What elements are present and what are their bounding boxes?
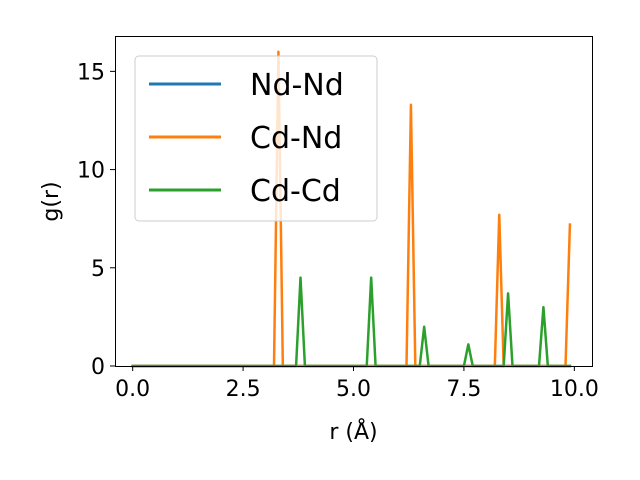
x-tick-label: 5.0 [336, 377, 371, 402]
y-tick-label: 0 [91, 355, 105, 380]
legend-label: Cd-Cd [250, 174, 341, 209]
y-tick-label: 15 [77, 60, 105, 85]
y-axis-label: g(r) [39, 181, 64, 221]
x-tick-label: 7.5 [446, 377, 481, 402]
x-axis-label: r (Å) [329, 418, 377, 445]
legend-box [134, 55, 378, 222]
y-tick-label: 10 [77, 159, 105, 184]
x-tick-label: 10.0 [550, 377, 599, 402]
legend-label: Cd-Nd [250, 121, 342, 156]
x-tick-label: 2.5 [226, 377, 261, 402]
legend-label: Nd-Nd [250, 68, 344, 103]
y-tick-label: 5 [91, 257, 105, 282]
y-axis: 0 5 10 15 [77, 60, 115, 380]
x-tick-label: 0.0 [115, 377, 150, 402]
x-axis: 0.0 2.5 5.0 7.5 10.0 [115, 366, 599, 402]
legend: Nd-Nd Cd-Nd Cd-Cd [134, 55, 378, 222]
